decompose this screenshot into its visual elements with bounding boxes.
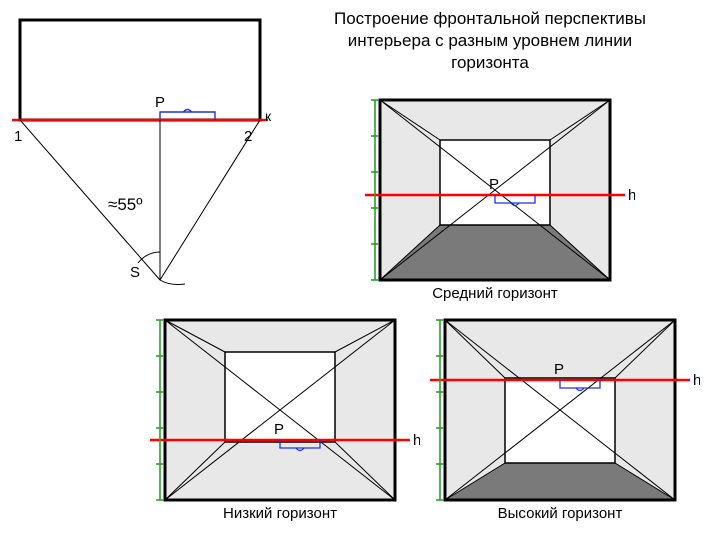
caption-low: Низкий горизонт [165, 505, 395, 522]
page-title: Построение фронтальной перспективы интер… [280, 8, 700, 74]
room-high: Ph12 [420, 315, 700, 505]
title-line-3: горизонта [451, 53, 529, 72]
svg-text:P: P [274, 421, 284, 438]
label-angle: ≈55º [108, 195, 142, 215]
svg-text:h: h [628, 187, 635, 204]
svg-text:P: P [489, 176, 499, 193]
room-mid: Ph12 [355, 95, 635, 285]
label-S: S [130, 264, 140, 281]
construction-diagram [0, 0, 300, 300]
svg-text:P: P [554, 361, 564, 378]
label-1-tl: 1 [14, 128, 22, 145]
title-line-2: интерьера с разным уровнем линии [348, 31, 632, 50]
room-low: Ph12 [140, 315, 420, 505]
label-k: к [265, 108, 271, 124]
caption-mid: Средний горизонт [380, 285, 610, 302]
label-P-tl: P [155, 94, 165, 111]
label-2-tl: 2 [244, 128, 252, 145]
svg-text:h: h [693, 372, 700, 389]
svg-text:h: h [413, 432, 420, 449]
title-line-1: Построение фронтальной перспективы [334, 9, 646, 28]
caption-high: Высокий горизонт [445, 505, 675, 522]
